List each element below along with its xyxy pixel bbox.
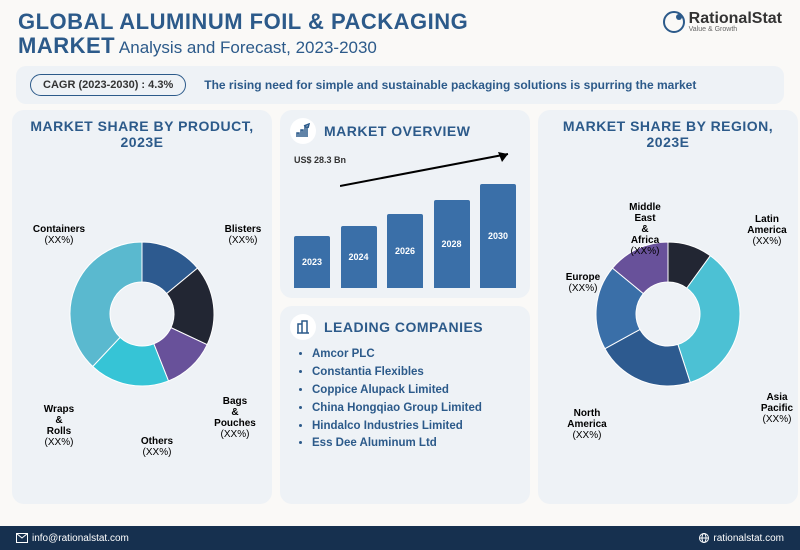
overview-title: MARKET OVERVIEW bbox=[324, 123, 470, 139]
leading-companies-card: LEADING COMPANIES Amcor PLCConstantia Fl… bbox=[280, 306, 530, 504]
mail-icon bbox=[16, 533, 28, 543]
overview-title-row: MARKET OVERVIEW bbox=[290, 118, 520, 144]
overview-bar: 2024 bbox=[341, 226, 377, 288]
overview-bar: 2023 bbox=[294, 236, 330, 288]
cagr-pill: CAGR (2023-2030) : 4.3% bbox=[30, 74, 186, 96]
growth-icon bbox=[290, 118, 316, 144]
segment-label: Wraps&Rolls(XX%) bbox=[24, 404, 94, 448]
segment-label: Containers(XX%) bbox=[24, 224, 94, 246]
overview-bar: 2028 bbox=[434, 200, 470, 288]
segment-label: AsiaPacific(XX%) bbox=[742, 392, 800, 425]
cagr-text: The rising need for simple and sustainab… bbox=[204, 78, 696, 94]
footer-site: rationalstat.com bbox=[699, 533, 784, 544]
overview-bars: 2023 2024 2026 2028 2030 bbox=[294, 168, 516, 288]
logo-ring-icon bbox=[663, 11, 685, 33]
overview-us-label: US$ 28.3 Bn bbox=[294, 156, 346, 166]
header: GLOBAL ALUMINUM FOIL & PACKAGING MARKET … bbox=[0, 0, 800, 62]
title-line1: GLOBAL ALUMINUM FOIL & PACKAGING bbox=[18, 10, 468, 34]
segment-label: MiddleEast&Africa(XX%) bbox=[610, 202, 680, 257]
company-item: Ess Dee Aluminum Ltd bbox=[312, 435, 520, 453]
footer-email: info@rationalstat.com bbox=[16, 533, 129, 544]
product-donut-chart: Blisters(XX%)Bags&Pouches(XX%)Others(XX%… bbox=[22, 154, 262, 474]
globe-icon bbox=[699, 533, 709, 543]
brand-logo: RationalStat Value & Growth bbox=[663, 10, 782, 33]
company-item: China Hongqiao Group Limited bbox=[312, 400, 520, 418]
companies-title: LEADING COMPANIES bbox=[324, 319, 483, 335]
cagr-row: CAGR (2023-2030) : 4.3% The rising need … bbox=[16, 66, 784, 104]
market-overview-card: MARKET OVERVIEW US$ 28.3 Bn 2023 2024 2026… bbox=[280, 110, 530, 298]
segment-label: NorthAmerica(XX%) bbox=[552, 408, 622, 441]
region-donut-chart: LatinAmerica(XX%)AsiaPacific(XX%)NorthAm… bbox=[548, 154, 788, 474]
segment-label: Blisters(XX%) bbox=[208, 224, 278, 246]
company-list: Amcor PLCConstantia FlexiblesCoppice Alu… bbox=[290, 346, 520, 453]
title-line2-bold: MARKET bbox=[18, 33, 115, 58]
overview-bar: 2030 bbox=[480, 184, 516, 288]
product-share-card: MARKET SHARE BY PRODUCT, 2023E Blisters(… bbox=[12, 110, 272, 504]
content-grid: MARKET SHARE BY PRODUCT, 2023E Blisters(… bbox=[0, 110, 800, 504]
footer: info@rationalstat.com rationalstat.com bbox=[0, 526, 800, 550]
title-line2: MARKET Analysis and Forecast, 2023-2030 bbox=[18, 34, 468, 58]
region-share-card: MARKET SHARE BY REGION, 2023E LatinAmeri… bbox=[538, 110, 798, 504]
overview-bar: 2026 bbox=[387, 214, 423, 288]
segment-label: Bags&Pouches(XX%) bbox=[200, 396, 270, 440]
company-item: Hindalco Industries Limited bbox=[312, 418, 520, 436]
company-item: Constantia Flexibles bbox=[312, 364, 520, 382]
segment-label: LatinAmerica(XX%) bbox=[732, 214, 800, 247]
buildings-icon bbox=[290, 314, 316, 340]
title-line2-rest: Analysis and Forecast, 2023-2030 bbox=[115, 38, 377, 57]
companies-title-row: LEADING COMPANIES bbox=[290, 314, 520, 340]
segment-label: Others(XX%) bbox=[122, 436, 192, 458]
title-block: GLOBAL ALUMINUM FOIL & PACKAGING MARKET … bbox=[18, 10, 468, 58]
company-item: Coppice Alupack Limited bbox=[312, 382, 520, 400]
segment-label: Europe(XX%) bbox=[548, 272, 618, 294]
company-item: Amcor PLC bbox=[312, 346, 520, 364]
